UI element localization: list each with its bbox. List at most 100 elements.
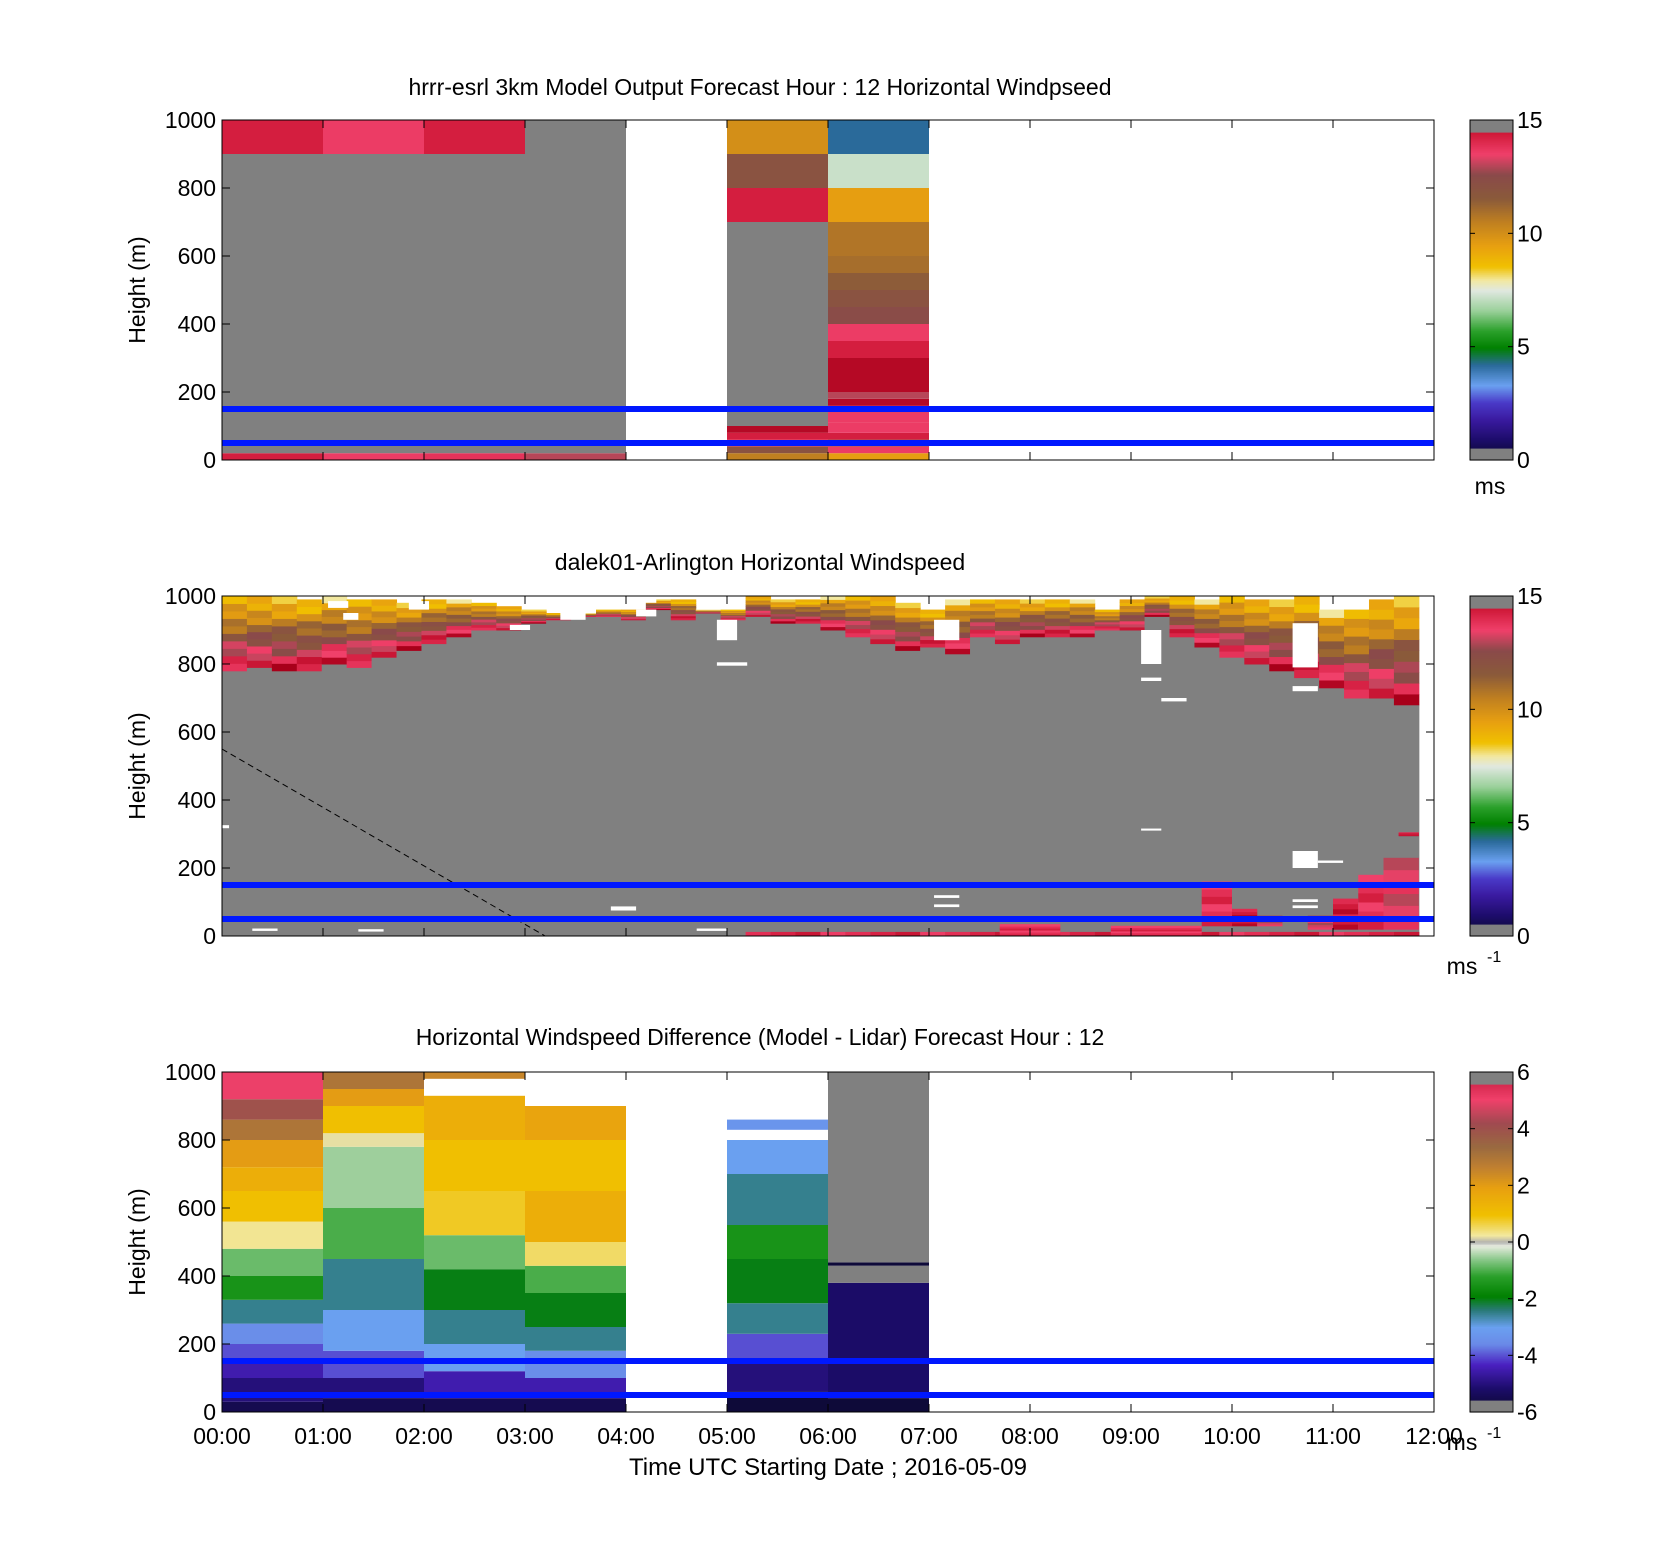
heatmap-cell <box>795 611 821 615</box>
colorbar-swatch <box>1470 1396 1513 1399</box>
colorbar-swatch <box>1470 410 1513 413</box>
colorbar-swatch <box>1470 380 1513 383</box>
heatmap-cell <box>521 609 547 612</box>
heatmap-cell <box>222 1248 323 1276</box>
colorbar-swatch <box>1470 1310 1513 1313</box>
heatmap-cell <box>994 603 1021 609</box>
heatmap-cell <box>1307 922 1333 926</box>
colorbar-swatch <box>1470 152 1513 155</box>
heatmap-cell <box>596 613 622 615</box>
heatmap-cell <box>596 610 622 612</box>
colorbar-swatch <box>1470 596 1513 599</box>
colorbar-swatch <box>1470 1108 1513 1111</box>
heatmap-cell <box>471 627 497 631</box>
heatmap-nodata-column <box>246 667 273 936</box>
colorbar-swatch <box>1470 902 1513 905</box>
heatmap-cell <box>323 1089 424 1106</box>
colorbar-swatch <box>1470 790 1513 793</box>
colorbar-swatch <box>1470 206 1513 209</box>
colorbar-swatch <box>1470 120 1513 123</box>
heatmap-cell <box>323 154 424 454</box>
colorbar-swatch <box>1470 916 1513 919</box>
colorbar-swatch <box>1470 232 1513 235</box>
colorbar-swatch <box>1470 1166 1513 1169</box>
colorbar-swatch <box>1470 880 1513 883</box>
colorbar-swatch <box>1470 1078 1513 1081</box>
y-tick-label: 0 <box>203 923 216 949</box>
heatmap-cell <box>1344 931 1370 936</box>
heatmap-cell <box>745 610 772 613</box>
colorbar-swatch <box>1470 878 1513 881</box>
colorbar-swatch <box>1470 932 1513 935</box>
colorbar-swatch <box>1470 746 1513 749</box>
heatmap-cell <box>970 614 996 619</box>
heatmap-cell <box>795 620 821 624</box>
heatmap-cell <box>496 620 522 624</box>
heatmap-cell <box>424 120 525 154</box>
colorbar-swatch <box>1470 1274 1513 1277</box>
colorbar-swatch <box>1470 672 1513 675</box>
heatmap-cell <box>1398 834 1419 836</box>
heatmap-cell <box>745 596 772 599</box>
heatmap-nodata-column <box>521 623 547 936</box>
heatmap-cell <box>596 615 622 617</box>
heatmap-cell <box>1269 642 1295 650</box>
colorbar-swatch <box>1470 1222 1513 1225</box>
heatmap-cell <box>994 625 1021 631</box>
colorbar-swatch <box>1470 382 1513 385</box>
heatmap-nodata-column <box>870 643 896 936</box>
heatmap-cell <box>820 626 846 631</box>
heatmap-cell <box>727 1333 828 1361</box>
heatmap-cell <box>1201 896 1232 905</box>
colorbar-swatch <box>1470 882 1513 885</box>
heatmap-cell <box>1344 618 1370 628</box>
heatmap-cell <box>895 607 921 613</box>
heatmap-cell <box>1358 920 1384 930</box>
heatmap-cell <box>1069 621 1096 627</box>
heatmap-cell <box>870 596 896 602</box>
heatmap-cell <box>1244 631 1270 639</box>
heatmap-cell <box>994 621 1021 627</box>
colorbar-swatch <box>1470 806 1513 809</box>
colorbar-swatch <box>1470 164 1513 167</box>
colorbar-swatch <box>1470 782 1513 785</box>
heatmap-cell <box>346 647 373 655</box>
heatmap-cell <box>620 614 647 617</box>
colorbar-swatch <box>1470 628 1513 631</box>
heatmap-cell <box>1069 603 1096 608</box>
colorbar-swatch <box>1470 396 1513 399</box>
heatmap-cell <box>323 1106 424 1134</box>
heatmap-cell <box>1244 625 1270 633</box>
heatmap-cell <box>970 629 996 634</box>
colorbar-swatch <box>1470 770 1513 773</box>
heatmap-cell <box>1119 617 1146 622</box>
colorbar-swatch <box>1470 434 1513 437</box>
colorbar-swatch <box>1470 1364 1513 1367</box>
heatmap-cell <box>424 1095 525 1140</box>
heatmap-cell <box>296 620 323 629</box>
heatmap-cell <box>1094 621 1121 625</box>
colorbar-swatch <box>1470 236 1513 239</box>
heatmap-cell <box>920 624 946 629</box>
colorbar-swatch <box>1470 1276 1513 1279</box>
colorbar-swatch <box>1470 1226 1513 1229</box>
heatmap-cell <box>795 618 821 622</box>
colorbar-tick-label: 5 <box>1517 810 1530 836</box>
heatmap-cell <box>920 628 946 633</box>
heatmap-cell <box>271 625 298 634</box>
missing-data-gap <box>1161 698 1187 702</box>
colorbar-swatch <box>1470 452 1513 455</box>
y-axis-label: Height (m) <box>124 236 150 343</box>
heatmap-cell <box>1319 672 1345 681</box>
heatmap-cell <box>446 603 472 608</box>
colorbar-swatch <box>1470 374 1513 377</box>
heatmap-cell <box>795 931 821 936</box>
colorbar-swatch <box>1470 402 1513 405</box>
heatmap-cell <box>1319 609 1345 618</box>
heatmap-cell <box>727 1259 828 1304</box>
colorbar-swatch <box>1470 1402 1513 1405</box>
colorbar-swatch <box>1470 808 1513 811</box>
heatmap-cell <box>895 645 921 651</box>
colorbar-swatch <box>1470 754 1513 757</box>
heatmap-cell <box>1194 618 1220 624</box>
